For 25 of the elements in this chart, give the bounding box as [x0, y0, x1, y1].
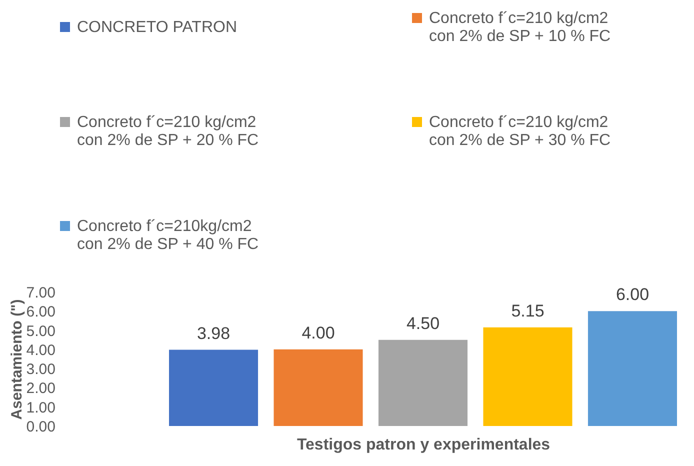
data-label: 4.50 [406, 314, 440, 333]
legend-label: Concreto f´c=210kg/cm2 con 2% de SP + 40 % FC [77, 218, 259, 253]
y-tick-label: 1.00 [26, 399, 56, 416]
bar [274, 349, 363, 426]
y-tick-label: 7.00 [26, 284, 56, 302]
legend-label: CONCRETO PATRON [77, 19, 238, 36]
bar [483, 327, 572, 426]
legend-label: Concreto f´c=210 kg/cm2 con 2% de SP + 10 % FC [429, 10, 611, 45]
bar [588, 311, 677, 426]
y-tick-label: 6.00 [26, 304, 56, 321]
data-label: 3.98 [196, 324, 230, 343]
data-label: 4.00 [302, 323, 335, 342]
x-axis-title: Testigos patron y experimentales [296, 436, 550, 454]
y-tick-label: 0.00 [26, 418, 56, 436]
y-tick-label: 3.00 [26, 361, 56, 378]
data-label: 6.00 [616, 285, 650, 304]
data-label: 5.15 [511, 301, 544, 320]
legend-label: Concreto f´c=210 kg/cm2 con 2% de SP + 30 % FC [429, 114, 611, 149]
y-tick-label: 5.00 [26, 322, 56, 340]
bar [169, 350, 258, 426]
y-tick-label: 4.00 [26, 342, 56, 359]
y-tick-label: 2.00 [26, 380, 56, 398]
y-axis-title: Asentamiento (") [8, 299, 26, 420]
bar [378, 340, 468, 426]
legend-label: Concreto f´c=210 kg/cm2 con 2% de SP + 20 % FC [77, 114, 259, 149]
